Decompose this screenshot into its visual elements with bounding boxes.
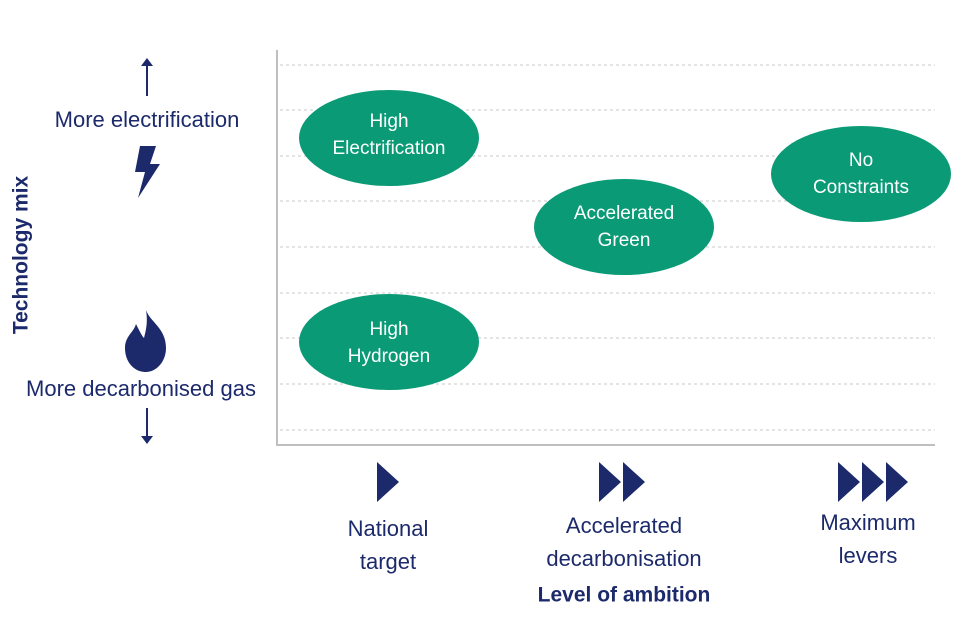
scenario: No Constraints: [771, 126, 951, 222]
scenario-label: Hydrogen: [348, 346, 430, 367]
scenario-label: High: [369, 319, 408, 340]
scenario-label: Green: [598, 230, 651, 251]
scenario-label: Constraints: [813, 177, 909, 198]
level-label: levers: [839, 543, 898, 568]
scenario-oval: [534, 179, 714, 275]
icons: [125, 58, 166, 444]
lightning-icon: [135, 146, 160, 198]
scenario: High Electrification: [299, 90, 479, 186]
scenario-label: No: [849, 150, 873, 171]
chevron: [838, 462, 908, 502]
top-label: More electrification: [55, 107, 240, 132]
arrow-head: [141, 58, 153, 66]
y-axis-title: Technology mix: [10, 176, 33, 335]
arrow-head: [141, 436, 153, 444]
scenario-oval: [771, 126, 951, 222]
level-label: Maximum: [820, 510, 915, 535]
level-label: decarbonisation: [546, 546, 701, 571]
x-axis-title: Level of ambition: [538, 584, 711, 607]
ambition-arrows: [377, 462, 908, 502]
scenario: High Hydrogen: [299, 294, 479, 390]
scenario-oval: [299, 90, 479, 186]
bottom-label: More decarbonised gas: [26, 376, 256, 401]
scenario-label: Accelerated: [574, 203, 674, 224]
flame-icon: [125, 310, 166, 372]
scenario: Accelerated Green: [534, 179, 714, 275]
chevron: [377, 462, 399, 502]
scenario-oval: [299, 294, 479, 390]
scenario-label: High: [369, 111, 408, 132]
level-label: target: [360, 549, 416, 574]
scenario-label: Electrification: [333, 138, 446, 159]
chevron: [599, 462, 645, 502]
level-label: National: [348, 516, 429, 541]
level-label: Accelerated: [566, 513, 682, 538]
